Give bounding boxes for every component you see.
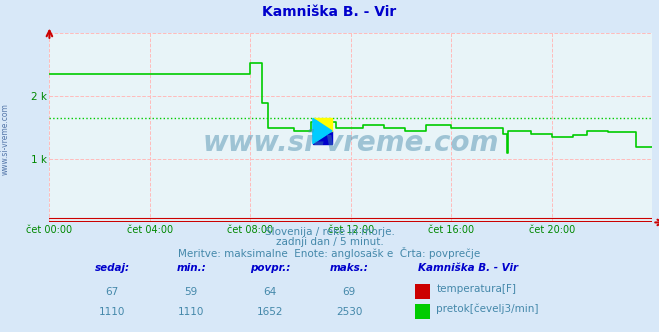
- Text: Meritve: maksimalne  Enote: anglosašk e  Črta: povprečje: Meritve: maksimalne Enote: anglosašk e Č…: [179, 247, 480, 259]
- Text: www.si-vreme.com: www.si-vreme.com: [203, 129, 499, 157]
- Text: min.:: min.:: [176, 263, 206, 273]
- Bar: [313, 131, 332, 144]
- Text: Kamniška B. - Vir: Kamniška B. - Vir: [418, 263, 519, 273]
- Text: sedaj:: sedaj:: [94, 263, 130, 273]
- Text: Kamniška B. - Vir: Kamniška B. - Vir: [262, 5, 397, 19]
- Text: 69: 69: [343, 288, 356, 297]
- Text: temperatura[F]: temperatura[F]: [436, 284, 516, 294]
- Text: povpr.:: povpr.:: [250, 263, 291, 273]
- Polygon shape: [313, 118, 332, 144]
- Text: www.si-vreme.com: www.si-vreme.com: [1, 104, 10, 175]
- Text: 1652: 1652: [257, 307, 283, 317]
- Text: maks.:: maks.:: [330, 263, 368, 273]
- Text: pretok[čevelj3/min]: pretok[čevelj3/min]: [436, 303, 539, 314]
- Text: 1110: 1110: [178, 307, 204, 317]
- Text: 1110: 1110: [99, 307, 125, 317]
- Text: Slovenija / reke in morje.: Slovenija / reke in morje.: [264, 227, 395, 237]
- Bar: [313, 119, 332, 131]
- Text: 59: 59: [185, 288, 198, 297]
- Text: 2530: 2530: [336, 307, 362, 317]
- Text: zadnji dan / 5 minut.: zadnji dan / 5 minut.: [275, 237, 384, 247]
- Text: 67: 67: [105, 288, 119, 297]
- Text: 64: 64: [264, 288, 277, 297]
